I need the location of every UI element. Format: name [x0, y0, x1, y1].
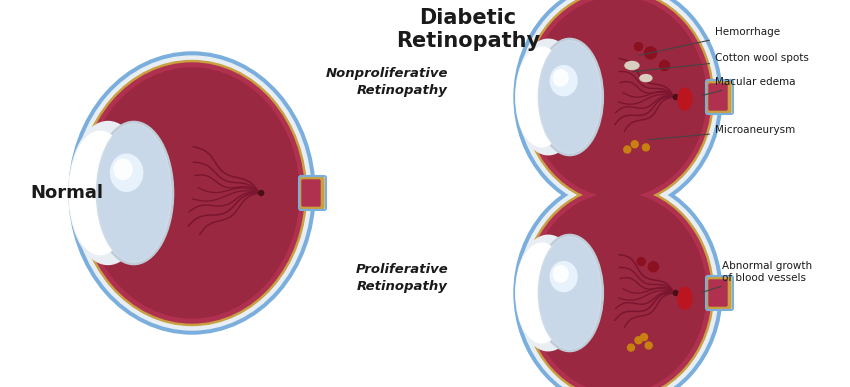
FancyBboxPatch shape [707, 81, 731, 113]
Ellipse shape [525, 188, 711, 387]
Circle shape [632, 141, 638, 148]
FancyBboxPatch shape [709, 84, 727, 110]
Circle shape [641, 334, 648, 341]
Ellipse shape [536, 235, 604, 352]
Ellipse shape [640, 75, 652, 82]
Ellipse shape [540, 238, 599, 348]
Circle shape [258, 190, 264, 195]
Ellipse shape [550, 262, 577, 292]
Text: Nonproliferative
Retinopathy: Nonproliferative Retinopathy [326, 67, 448, 97]
Ellipse shape [523, 185, 713, 387]
Circle shape [644, 47, 656, 59]
Circle shape [645, 342, 652, 349]
Ellipse shape [80, 63, 304, 323]
Circle shape [660, 60, 670, 70]
Text: Normal: Normal [30, 184, 103, 202]
Ellipse shape [69, 122, 147, 264]
Ellipse shape [530, 193, 706, 387]
Ellipse shape [70, 131, 131, 255]
Circle shape [643, 144, 649, 151]
Ellipse shape [530, 0, 706, 197]
Circle shape [634, 43, 643, 51]
Ellipse shape [518, 0, 718, 209]
Text: Macular edema: Macular edema [703, 77, 796, 95]
Ellipse shape [69, 52, 315, 334]
Text: Hemorrhage: Hemorrhage [638, 27, 780, 55]
Ellipse shape [73, 56, 311, 330]
Circle shape [673, 94, 678, 99]
Text: Microaneurysm: Microaneurysm [648, 125, 796, 140]
Text: Abnormal growth
of blood vessels: Abnormal growth of blood vessels [703, 261, 812, 292]
Circle shape [673, 291, 678, 296]
Ellipse shape [678, 88, 692, 110]
Ellipse shape [536, 38, 604, 156]
Ellipse shape [85, 68, 299, 318]
Ellipse shape [625, 62, 639, 70]
Ellipse shape [518, 181, 718, 387]
Ellipse shape [110, 154, 143, 191]
Ellipse shape [516, 47, 567, 147]
FancyBboxPatch shape [300, 177, 324, 209]
Ellipse shape [550, 66, 577, 96]
Text: Diabetic
Retinopathy: Diabetic Retinopathy [396, 8, 540, 51]
Ellipse shape [516, 235, 581, 351]
Ellipse shape [514, 0, 722, 213]
Ellipse shape [114, 159, 132, 180]
Ellipse shape [77, 60, 307, 325]
Text: Proliferative
Retinopathy: Proliferative Retinopathy [355, 263, 448, 293]
Ellipse shape [514, 177, 722, 387]
Ellipse shape [553, 266, 568, 282]
Ellipse shape [553, 70, 568, 86]
Ellipse shape [516, 39, 581, 155]
Ellipse shape [523, 0, 713, 204]
Ellipse shape [525, 0, 711, 202]
Circle shape [624, 146, 631, 153]
Ellipse shape [678, 287, 692, 309]
Ellipse shape [540, 43, 599, 152]
Ellipse shape [96, 124, 171, 262]
Circle shape [649, 262, 659, 272]
Ellipse shape [538, 237, 601, 349]
Circle shape [627, 344, 634, 351]
Ellipse shape [98, 125, 170, 260]
FancyBboxPatch shape [709, 280, 727, 306]
Circle shape [635, 337, 642, 344]
FancyBboxPatch shape [707, 277, 731, 309]
Ellipse shape [516, 243, 567, 343]
Circle shape [638, 257, 645, 265]
Ellipse shape [94, 122, 173, 265]
Text: Cotton wool spots: Cotton wool spots [632, 53, 809, 72]
Ellipse shape [538, 41, 601, 153]
FancyBboxPatch shape [302, 180, 320, 206]
